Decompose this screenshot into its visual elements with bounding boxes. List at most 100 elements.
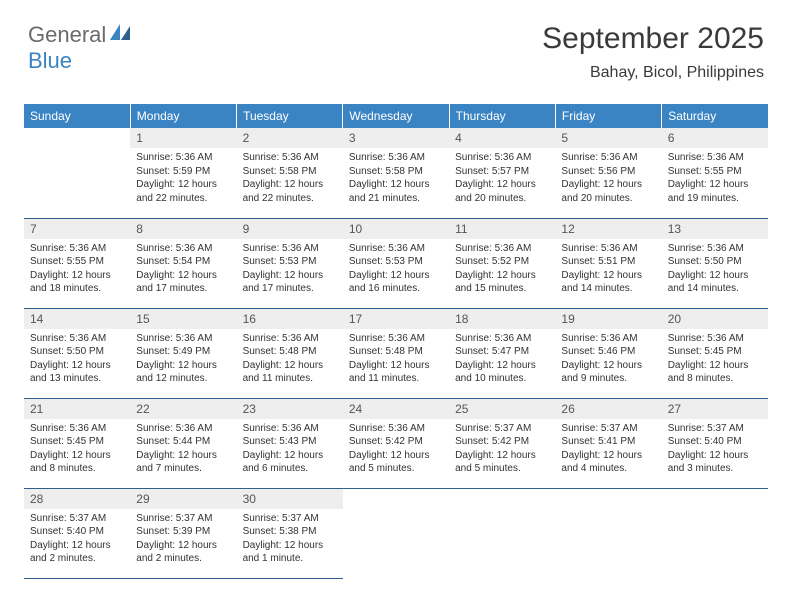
day-number: 10 [343,219,449,239]
sunset-text: Sunset: 5:40 PM [668,435,762,449]
sunrise-text: Sunrise: 5:36 AM [136,151,230,165]
sunset-text: Sunset: 5:49 PM [136,345,230,359]
logo-sail-icon [110,24,132,47]
sunset-text: Sunset: 5:42 PM [455,435,549,449]
header-right: September 2025 Bahay, Bicol, Philippines [542,22,764,82]
calendar-cell: 21Sunrise: 5:36 AMSunset: 5:45 PMDayligh… [24,398,130,488]
day-info: Sunrise: 5:36 AMSunset: 5:48 PMDaylight:… [343,329,449,390]
day-number: 11 [449,219,555,239]
daylight-text: Daylight: 12 hours and 17 minutes. [136,269,230,296]
daylight-text: Daylight: 12 hours and 22 minutes. [243,178,337,205]
weekday-header: Thursday [449,104,555,128]
day-info: Sunrise: 5:36 AMSunset: 5:47 PMDaylight:… [449,329,555,390]
sunset-text: Sunset: 5:57 PM [455,165,549,179]
daylight-text: Daylight: 12 hours and 3 minutes. [668,449,762,476]
calendar-cell: 25Sunrise: 5:37 AMSunset: 5:42 PMDayligh… [449,398,555,488]
calendar-cell: 29Sunrise: 5:37 AMSunset: 5:39 PMDayligh… [130,488,236,578]
sunset-text: Sunset: 5:53 PM [243,255,337,269]
day-info: Sunrise: 5:36 AMSunset: 5:50 PMDaylight:… [662,239,768,300]
day-number: 24 [343,399,449,419]
sunset-text: Sunset: 5:56 PM [561,165,655,179]
calendar-table: SundayMondayTuesdayWednesdayThursdayFrid… [24,104,768,579]
daylight-text: Daylight: 12 hours and 21 minutes. [349,178,443,205]
sunrise-text: Sunrise: 5:36 AM [349,422,443,436]
daylight-text: Daylight: 12 hours and 8 minutes. [668,359,762,386]
day-info: Sunrise: 5:36 AMSunset: 5:59 PMDaylight:… [130,148,236,209]
calendar-cell: 26Sunrise: 5:37 AMSunset: 5:41 PMDayligh… [555,398,661,488]
sunrise-text: Sunrise: 5:36 AM [561,151,655,165]
daylight-text: Daylight: 12 hours and 17 minutes. [243,269,337,296]
sunset-text: Sunset: 5:47 PM [455,345,549,359]
sunrise-text: Sunrise: 5:36 AM [668,242,762,256]
day-number: 1 [130,128,236,148]
day-number: 17 [343,309,449,329]
day-number: 13 [662,219,768,239]
day-info: Sunrise: 5:36 AMSunset: 5:43 PMDaylight:… [237,419,343,480]
daylight-text: Daylight: 12 hours and 22 minutes. [136,178,230,205]
calendar-body: 1Sunrise: 5:36 AMSunset: 5:59 PMDaylight… [24,128,768,578]
day-number: 14 [24,309,130,329]
day-number: 6 [662,128,768,148]
calendar-cell: 14Sunrise: 5:36 AMSunset: 5:50 PMDayligh… [24,308,130,398]
day-info: Sunrise: 5:36 AMSunset: 5:57 PMDaylight:… [449,148,555,209]
daylight-text: Daylight: 12 hours and 16 minutes. [349,269,443,296]
calendar-cell: 30Sunrise: 5:37 AMSunset: 5:38 PMDayligh… [237,488,343,578]
day-info: Sunrise: 5:37 AMSunset: 5:40 PMDaylight:… [662,419,768,480]
day-info: Sunrise: 5:36 AMSunset: 5:45 PMDaylight:… [24,419,130,480]
calendar-cell: 11Sunrise: 5:36 AMSunset: 5:52 PMDayligh… [449,218,555,308]
calendar-row: 7Sunrise: 5:36 AMSunset: 5:55 PMDaylight… [24,218,768,308]
day-number: 28 [24,489,130,509]
day-info: Sunrise: 5:36 AMSunset: 5:50 PMDaylight:… [24,329,130,390]
day-number: 16 [237,309,343,329]
day-info: Sunrise: 5:36 AMSunset: 5:58 PMDaylight:… [343,148,449,209]
sunrise-text: Sunrise: 5:36 AM [668,151,762,165]
calendar-cell: 9Sunrise: 5:36 AMSunset: 5:53 PMDaylight… [237,218,343,308]
calendar-cell: 20Sunrise: 5:36 AMSunset: 5:45 PMDayligh… [662,308,768,398]
sunrise-text: Sunrise: 5:36 AM [243,151,337,165]
logo-word-2: Blue [28,48,72,73]
sunrise-text: Sunrise: 5:36 AM [30,242,124,256]
sunset-text: Sunset: 5:52 PM [455,255,549,269]
calendar-cell: 4Sunrise: 5:36 AMSunset: 5:57 PMDaylight… [449,128,555,218]
day-info: Sunrise: 5:37 AMSunset: 5:40 PMDaylight:… [24,509,130,570]
daylight-text: Daylight: 12 hours and 7 minutes. [136,449,230,476]
sunset-text: Sunset: 5:38 PM [243,525,337,539]
day-info: Sunrise: 5:36 AMSunset: 5:58 PMDaylight:… [237,148,343,209]
daylight-text: Daylight: 12 hours and 2 minutes. [136,539,230,566]
weekday-header: Saturday [662,104,768,128]
sunrise-text: Sunrise: 5:37 AM [455,422,549,436]
sunrise-text: Sunrise: 5:36 AM [349,151,443,165]
day-info: Sunrise: 5:37 AMSunset: 5:41 PMDaylight:… [555,419,661,480]
sunset-text: Sunset: 5:44 PM [136,435,230,449]
sunset-text: Sunset: 5:42 PM [349,435,443,449]
day-number: 22 [130,399,236,419]
day-number: 5 [555,128,661,148]
day-info: Sunrise: 5:36 AMSunset: 5:44 PMDaylight:… [130,419,236,480]
brand-logo: General Blue [28,22,132,74]
day-number: 7 [24,219,130,239]
calendar-cell: 12Sunrise: 5:36 AMSunset: 5:51 PMDayligh… [555,218,661,308]
calendar-cell: 23Sunrise: 5:36 AMSunset: 5:43 PMDayligh… [237,398,343,488]
calendar-row: 28Sunrise: 5:37 AMSunset: 5:40 PMDayligh… [24,488,768,578]
sunrise-text: Sunrise: 5:36 AM [561,332,655,346]
sunset-text: Sunset: 5:55 PM [30,255,124,269]
day-info: Sunrise: 5:36 AMSunset: 5:45 PMDaylight:… [662,329,768,390]
calendar-cell: 15Sunrise: 5:36 AMSunset: 5:49 PMDayligh… [130,308,236,398]
sunset-text: Sunset: 5:45 PM [668,345,762,359]
sunrise-text: Sunrise: 5:37 AM [243,512,337,526]
calendar-cell [343,488,449,578]
calendar-cell: 16Sunrise: 5:36 AMSunset: 5:48 PMDayligh… [237,308,343,398]
calendar-cell: 28Sunrise: 5:37 AMSunset: 5:40 PMDayligh… [24,488,130,578]
daylight-text: Daylight: 12 hours and 15 minutes. [455,269,549,296]
calendar-cell: 27Sunrise: 5:37 AMSunset: 5:40 PMDayligh… [662,398,768,488]
calendar-cell: 10Sunrise: 5:36 AMSunset: 5:53 PMDayligh… [343,218,449,308]
daylight-text: Daylight: 12 hours and 14 minutes. [668,269,762,296]
sunrise-text: Sunrise: 5:36 AM [136,242,230,256]
sunrise-text: Sunrise: 5:36 AM [30,422,124,436]
daylight-text: Daylight: 12 hours and 20 minutes. [455,178,549,205]
daylight-text: Daylight: 12 hours and 14 minutes. [561,269,655,296]
day-info: Sunrise: 5:36 AMSunset: 5:48 PMDaylight:… [237,329,343,390]
sunrise-text: Sunrise: 5:36 AM [136,422,230,436]
sunset-text: Sunset: 5:43 PM [243,435,337,449]
weekday-header: Monday [130,104,236,128]
